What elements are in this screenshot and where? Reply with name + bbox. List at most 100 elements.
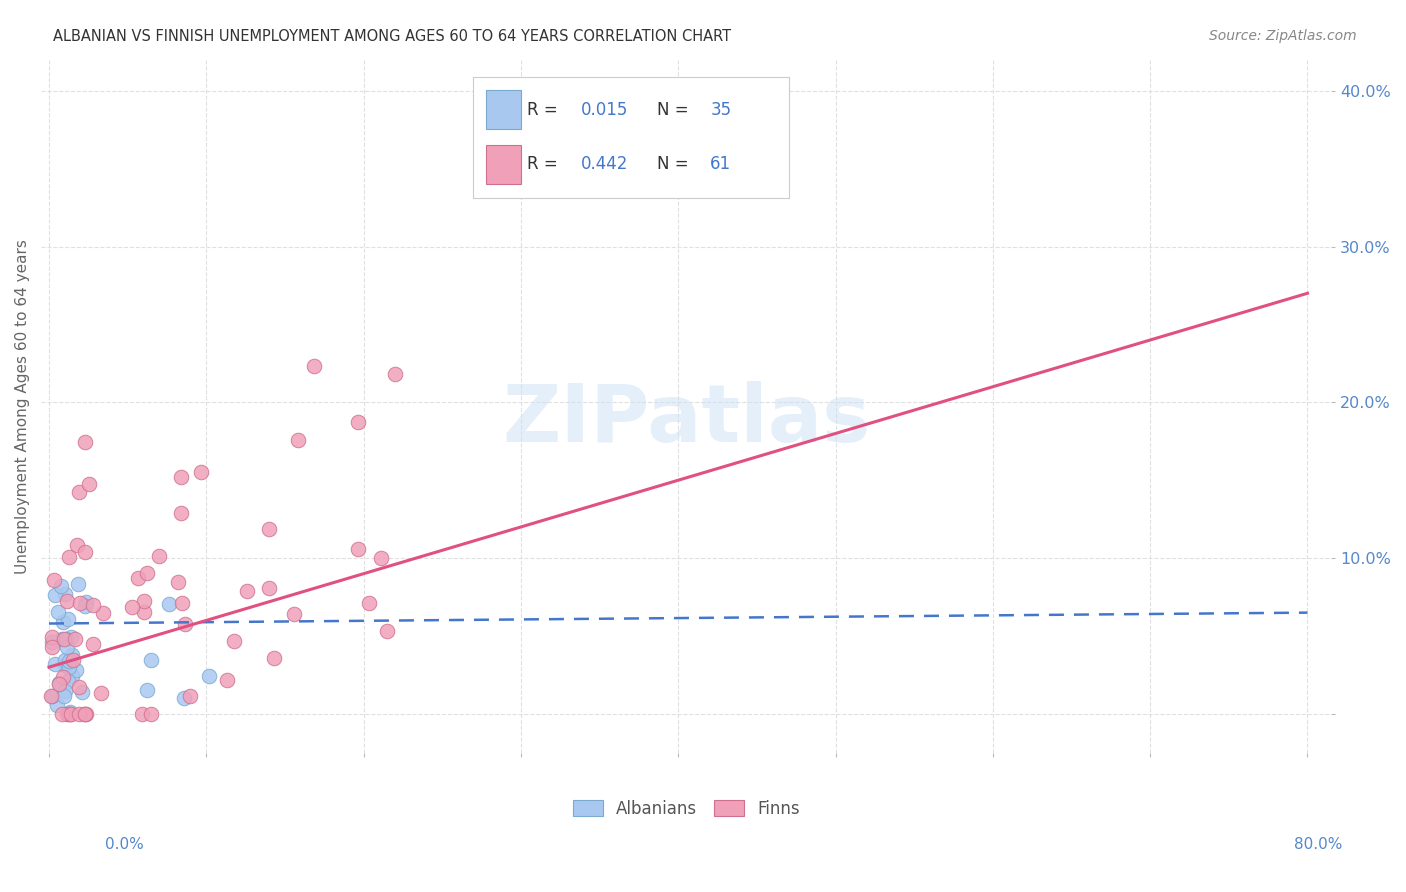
- Point: [59, 706, 82, 721]
- Point: [55, 640, 77, 654]
- Point: [73, 544, 96, 558]
- Point: [82, 637, 104, 651]
- Point: [79, 477, 101, 491]
- Point: [170, 596, 193, 610]
- Point: [287, 433, 309, 447]
- Point: [148, 549, 170, 564]
- Point: [135, 566, 157, 580]
- Point: [60, 630, 83, 644]
- Point: [67, 680, 90, 694]
- Point: [141, 653, 163, 667]
- Point: [235, 583, 257, 598]
- Point: [174, 617, 197, 632]
- Point: [66, 577, 89, 591]
- Point: [51, 706, 73, 721]
- Point: [121, 599, 143, 614]
- Point: [46, 606, 69, 620]
- Point: [41, 689, 63, 703]
- Point: [90, 686, 112, 700]
- Point: [45, 698, 67, 712]
- Point: [56, 594, 79, 608]
- Point: [69, 596, 91, 610]
- Point: [58, 654, 80, 668]
- Point: [56, 612, 79, 626]
- Point: [58, 706, 80, 721]
- Point: [55, 632, 77, 647]
- Point: [257, 522, 280, 536]
- Point: [134, 594, 156, 608]
- Point: [170, 506, 193, 520]
- Point: [66, 538, 89, 552]
- Point: [59, 705, 82, 719]
- Point: [65, 664, 87, 678]
- Text: ZIPatlas: ZIPatlas: [502, 381, 870, 459]
- Point: [41, 640, 63, 654]
- Point: [222, 634, 245, 648]
- Text: ALBANIAN VS FINNISH UNEMPLOYMENT AMONG AGES 60 TO 64 YEARS CORRELATION CHART: ALBANIAN VS FINNISH UNEMPLOYMENT AMONG A…: [53, 29, 731, 44]
- Point: [179, 690, 201, 704]
- Point: [58, 549, 80, 564]
- Point: [257, 581, 280, 595]
- Point: [51, 579, 73, 593]
- Point: [58, 659, 80, 673]
- Point: [52, 670, 75, 684]
- Point: [58, 673, 80, 688]
- Point: [139, 706, 162, 721]
- Point: [127, 571, 149, 585]
- Point: [75, 706, 97, 721]
- Point: [132, 605, 155, 619]
- Point: [63, 632, 86, 647]
- Point: [384, 368, 406, 382]
- Point: [52, 632, 75, 647]
- Text: Source: ZipAtlas.com: Source: ZipAtlas.com: [1209, 29, 1357, 43]
- Point: [48, 677, 70, 691]
- Point: [263, 651, 285, 665]
- Point: [53, 689, 76, 703]
- Point: [283, 607, 305, 621]
- Point: [91, 607, 114, 621]
- Point: [53, 658, 76, 673]
- Point: [51, 632, 73, 646]
- Point: [53, 652, 76, 666]
- Point: [197, 669, 219, 683]
- Point: [167, 574, 190, 589]
- Point: [39, 690, 62, 704]
- Point: [53, 586, 76, 600]
- Point: [170, 470, 193, 484]
- Point: [55, 706, 77, 721]
- Point: [75, 706, 97, 721]
- Point: [48, 675, 70, 690]
- Point: [51, 615, 73, 630]
- Point: [370, 551, 392, 566]
- Point: [60, 648, 83, 662]
- Point: [217, 673, 239, 687]
- Point: [75, 595, 97, 609]
- Point: [53, 684, 76, 698]
- Point: [44, 657, 66, 671]
- Point: [60, 669, 83, 683]
- Point: [75, 435, 97, 450]
- Text: 0.0%: 0.0%: [105, 837, 145, 852]
- Point: [70, 685, 93, 699]
- Point: [173, 690, 195, 705]
- Point: [67, 706, 90, 721]
- Point: [75, 599, 97, 613]
- Point: [67, 484, 90, 499]
- Point: [347, 415, 370, 429]
- Text: 80.0%: 80.0%: [1295, 837, 1343, 852]
- Point: [42, 573, 65, 587]
- Point: [375, 624, 398, 638]
- Point: [157, 598, 180, 612]
- Point: [135, 683, 157, 698]
- Point: [82, 598, 104, 612]
- Point: [190, 465, 212, 479]
- Y-axis label: Unemployment Among Ages 60 to 64 years: Unemployment Among Ages 60 to 64 years: [15, 239, 30, 574]
- Point: [131, 706, 153, 721]
- Point: [41, 634, 63, 648]
- Point: [359, 596, 381, 610]
- Point: [59, 706, 82, 721]
- Point: [44, 588, 66, 602]
- Point: [346, 542, 368, 557]
- Point: [302, 359, 325, 373]
- Point: [62, 653, 84, 667]
